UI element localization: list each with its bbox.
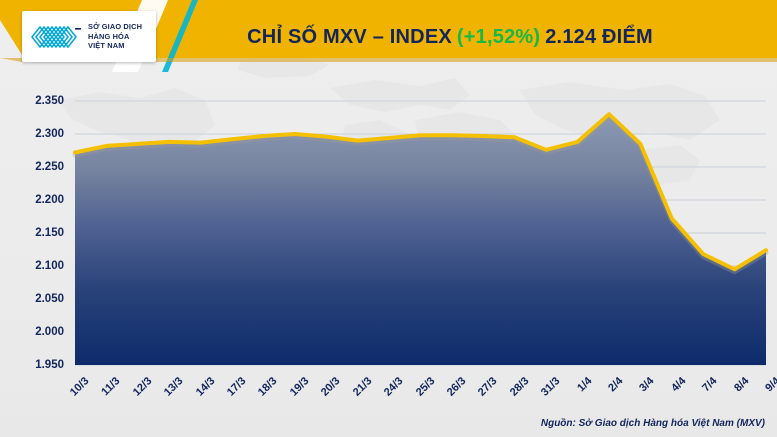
y-axis-tick: 2.100 — [35, 260, 64, 272]
chart-area: 2.350 2.300 2.250 2.200 2.150 2.100 2.050 2.000… — [0, 72, 777, 437]
title-change-pct: (+1,52%) — [456, 25, 541, 48]
title-main: CHỈ SỐ MXV – INDEX — [247, 25, 452, 48]
area-fill — [75, 114, 766, 365]
mxv-logo: SỞ GIAO DỊCH HÀNG HÓA VIỆT NAM — [22, 11, 156, 62]
y-axis-tick: 2.150 — [35, 227, 64, 239]
y-axis-tick: 2.050 — [35, 293, 64, 305]
page-title: CHỈ SỐ MXV – INDEX (+1,52%) 2.124 ĐIỂM — [150, 21, 750, 53]
logo-line-2: HÀNG HÓA — [88, 31, 130, 41]
y-axis-tick: 1.950 — [35, 359, 64, 371]
y-axis-tick: 2.300 — [35, 128, 64, 140]
header-banner: SỞ GIAO DỊCH HÀNG HÓA VIỆT NAM CHỈ SỐ MX… — [0, 0, 777, 72]
logo-line-1: SỞ GIAO DỊCH — [88, 22, 143, 32]
source-note: Nguồn: Sở Giao dịch Hàng hóa Việt Nam (M… — [540, 418, 765, 429]
logo-text: SỞ GIAO DỊCH HÀNG HÓA VIỆT NAM — [88, 22, 142, 51]
logo-line-3: VIỆT NAM — [88, 41, 125, 51]
title-points: 2.124 ĐIỂM — [545, 25, 653, 48]
y-axis-tick: 2.350 — [35, 95, 64, 107]
y-axis-tick: 2.200 — [35, 194, 64, 206]
y-axis-tick: 2.250 — [35, 161, 64, 173]
index-line — [73, 112, 768, 272]
y-axis-tick: 2.000 — [35, 326, 64, 338]
mxv-index-area-chart — [72, 100, 769, 366]
banner-shape — [0, 0, 777, 72]
mxv-logo-icon — [31, 25, 81, 48]
